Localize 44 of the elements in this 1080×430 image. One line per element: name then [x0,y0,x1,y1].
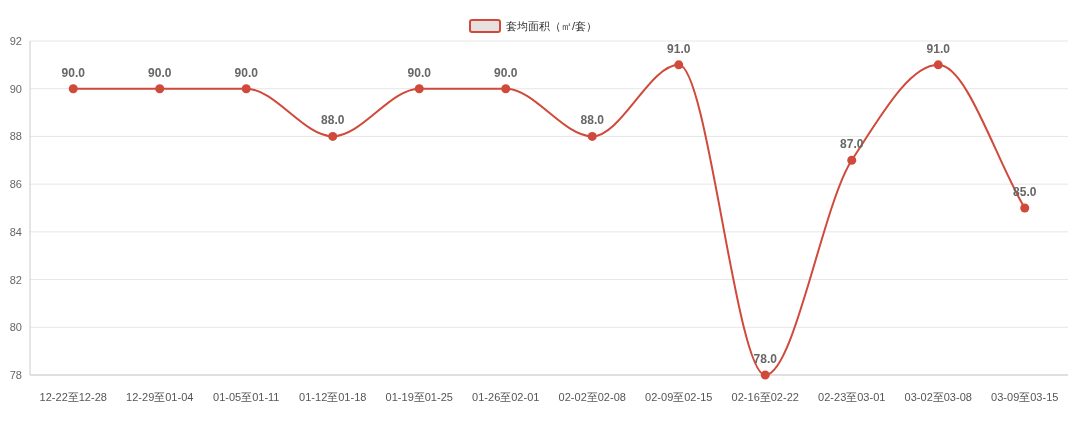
x-tick-label: 01-19至01-25 [385,391,453,403]
point [674,60,684,70]
data-label: 90.0 [494,65,518,80]
y-tick-label: 82 [9,273,22,286]
x-tick-label: 02-16至02-22 [731,391,799,403]
point [414,84,424,94]
data-label: 88.0 [321,113,345,128]
y-tick-label: 86 [9,178,22,191]
point [760,370,770,380]
data-label: 90.0 [234,65,259,80]
y-tick-label: 80 [9,321,22,334]
data-label: 90.0 [148,65,172,80]
point [328,131,338,141]
data-label: 90.0 [407,65,432,80]
data-label: 78.0 [753,352,778,366]
point [587,131,597,141]
y-tick-label: 84 [9,225,22,238]
point [68,84,78,94]
point [241,84,251,94]
data-label: 88.0 [580,113,605,128]
x-tick-label: 03-09至03-15 [991,391,1059,403]
x-tick-label: 02-23至03-01 [818,391,886,403]
y-tick-label: 78 [9,369,22,381]
point [155,84,165,94]
x-tick-label: 01-05至01-11 [213,391,280,403]
x-tick-label: 12-22至12-28 [39,391,107,403]
point [847,155,857,165]
data-label: 91.0 [667,41,691,56]
point [501,84,511,94]
data-label: 90.0 [61,65,86,80]
data-label: 87.0 [840,137,864,152]
y-tick-label: 90 [9,82,22,95]
x-tick-label: 01-26至02-01 [472,391,540,403]
x-tick-label: 02-09至02-15 [645,391,713,403]
x-tick-label: 02-02至02-08 [558,391,626,403]
x-tick-label: 03-02至03-08 [904,391,972,403]
point [933,60,943,70]
data-label: 91.0 [926,41,951,56]
x-tick-label: 01-12至01-18 [299,391,367,403]
point [1020,203,1030,213]
y-tick-label: 88 [9,130,22,143]
y-tick-label: 92 [9,35,22,47]
x-tick-label: 12-29至01-04 [126,391,194,403]
legend-label: 套均面积（㎡/套） [506,20,598,32]
